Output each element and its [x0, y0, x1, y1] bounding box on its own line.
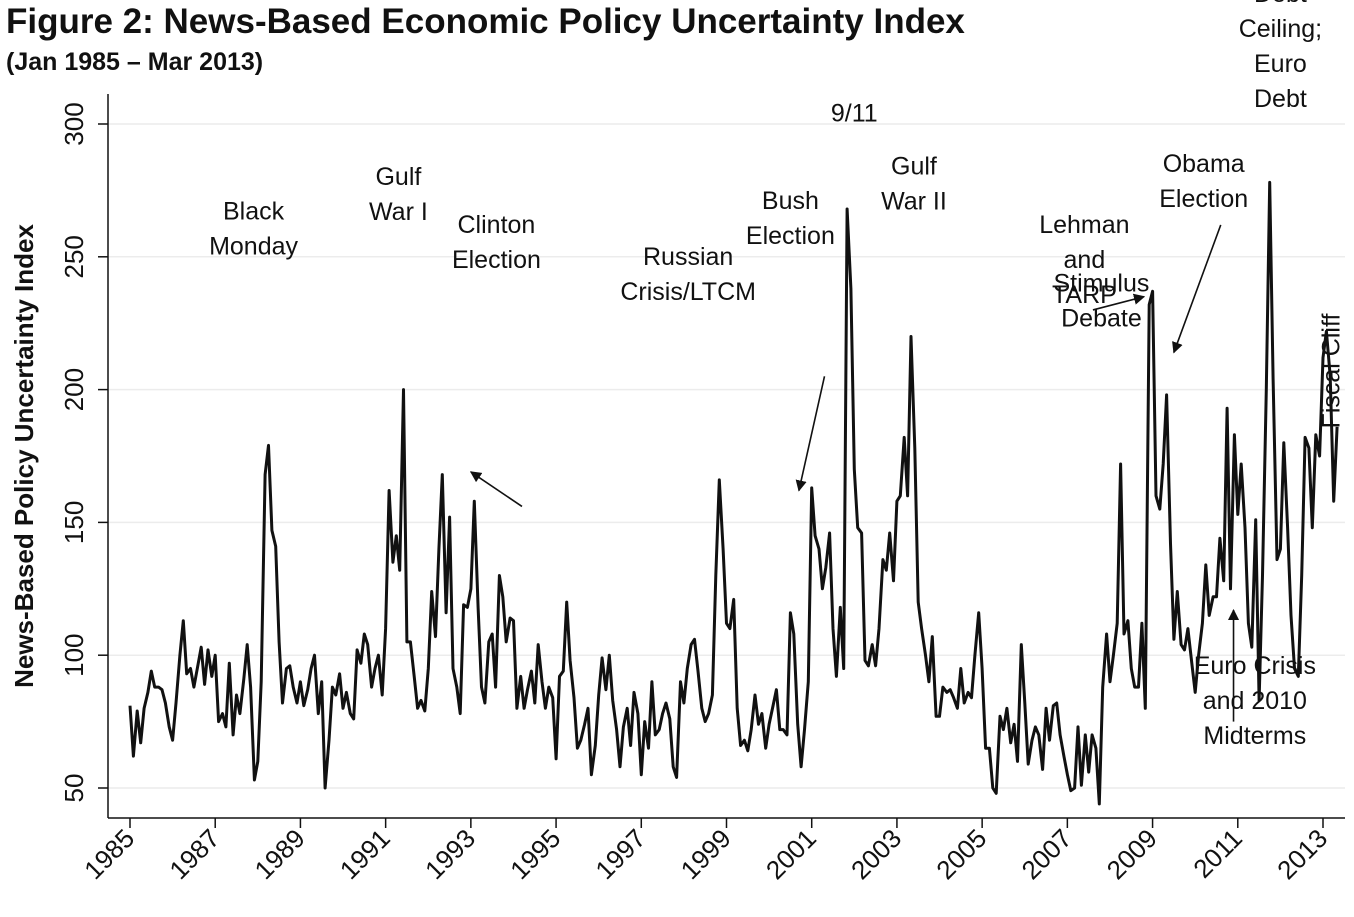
- annotation-lehman-tarp: Lehman and TARP: [1039, 211, 1129, 309]
- chart-subtitle: (Jan 1985 – Mar 2013): [6, 48, 264, 76]
- annotation-obama-election-line: Obama: [1163, 150, 1245, 178]
- annotation-lehman-tarp-line: and: [1064, 246, 1106, 274]
- x-tick-label-1997: 1997: [589, 823, 651, 885]
- x-tick-label-1987: 1987: [163, 823, 225, 885]
- x-tick-label-1989: 1989: [249, 823, 311, 885]
- y-tick-label-150: 150: [59, 501, 89, 544]
- x-tick-label-2001: 2001: [760, 823, 822, 885]
- annotation-gulf-war-1: Gulf War I: [369, 163, 428, 226]
- y-tick-label-100: 100: [59, 634, 89, 677]
- annotation-debt-ceiling-line: Debt: [1254, 85, 1307, 113]
- y-axis-ticks: 50 100 150 200 250 300: [59, 102, 108, 802]
- chart-title: Figure 2: News-Based Economic Policy Unc…: [6, 2, 965, 41]
- y-tick-label-200: 200: [59, 368, 89, 411]
- annotation-gulf-war-2-line: Gulf: [891, 152, 937, 180]
- annotation-lehman-tarp-line: TARP: [1052, 281, 1117, 309]
- bush-election-arrow: [795, 376, 826, 492]
- annotation-debt-ceiling-line: Ceiling;: [1239, 15, 1322, 43]
- annotation-sept-11: 9/11: [831, 99, 878, 127]
- annotation-obama-election: Obama Election: [1159, 150, 1248, 213]
- annotation-gulf-war-2: Gulf War II: [881, 152, 947, 215]
- x-tick-label-1999: 1999: [675, 823, 737, 885]
- annotation-sept-11-line: 9/11: [831, 99, 878, 127]
- lehman-tarp-arrow: [1092, 293, 1146, 311]
- x-tick-label-1991: 1991: [334, 823, 396, 885]
- annotation-euro-crisis: Euro Crisis and 2010 Midterms: [1194, 652, 1316, 750]
- annotation-debt-ceiling-line: Debt: [1254, 0, 1307, 8]
- y-tick-label-50: 50: [59, 774, 89, 803]
- annotation-euro-crisis-line: and 2010: [1203, 687, 1307, 715]
- annotation-clinton-election-line: Election: [452, 246, 541, 274]
- annotation-arrows: [469, 224, 1240, 722]
- x-tick-label-2011: 2011: [1187, 823, 1248, 884]
- y-tick-label-250: 250: [59, 235, 89, 278]
- gridlines: [108, 123, 1345, 789]
- annotation-obama-election-line: Election: [1159, 185, 1248, 213]
- y-tick-label-300: 300: [59, 102, 89, 145]
- annotation-gulf-war-1-line: Gulf: [375, 163, 421, 191]
- annotation-bush-election-line: Election: [746, 222, 835, 250]
- x-tick-label-1985: 1985: [78, 823, 140, 885]
- annotation-stimulus-debate: Stimulus Debate: [1054, 269, 1150, 332]
- annotation-lehman-tarp-line: Lehman: [1039, 211, 1129, 239]
- x-tick-label-2009: 2009: [1101, 823, 1163, 885]
- annotation-russian-crisis-line: Russian: [643, 243, 733, 271]
- annotation-clinton-election-line: Clinton: [458, 211, 536, 239]
- x-tick-label-1995: 1995: [504, 823, 566, 885]
- annotation-debt-ceiling-line: Euro: [1254, 50, 1307, 78]
- series-line: [128, 180, 1339, 806]
- annotation-black-monday-line: Black: [223, 198, 285, 226]
- annotation-euro-crisis-line: Euro Crisis: [1194, 652, 1316, 680]
- annotation-stimulus-debate-line: Debate: [1061, 304, 1142, 332]
- x-tick-label-2003: 2003: [845, 823, 907, 885]
- annotation-euro-crisis-line: Midterms: [1203, 722, 1306, 750]
- annotation-black-monday-line: Monday: [209, 233, 298, 261]
- x-tick-label-2005: 2005: [930, 823, 992, 885]
- x-tick-label-2007: 2007: [1015, 823, 1077, 885]
- annotation-russian-crisis: Russian Crisis/LTCM: [620, 243, 756, 306]
- annotation-gulf-war-1-line: War I: [369, 198, 428, 226]
- x-axis-ticks: 1985 1987 1989 1991 1993 1995 1997 1999 2001 2003…: [78, 818, 1333, 885]
- annotation-fiscal-cliff: Fiscal Cliff: [1318, 314, 1346, 429]
- annotation-debt-ceiling: Debt Ceiling; Euro Debt: [1239, 0, 1322, 113]
- annotation-russian-crisis-line: Crisis/LTCM: [620, 278, 756, 306]
- annotation-stimulus-debate-line: Stimulus: [1054, 269, 1150, 297]
- x-tick-label-1993: 1993: [419, 823, 481, 885]
- annotation-gulf-war-2-line: War II: [881, 187, 947, 215]
- annotation-bush-election: Bush Election: [746, 187, 835, 250]
- obama-election-arrow: [1172, 224, 1222, 354]
- annotation-clinton-election: Clinton Election: [452, 211, 541, 274]
- clinton-election-arrow: [469, 471, 523, 508]
- y-axis-label: News-Based Policy Uncertainty Index: [9, 224, 39, 688]
- annotation-black-monday: Black Monday: [209, 198, 298, 261]
- annotation-bush-election-line: Bush: [762, 187, 819, 215]
- x-tick-label-2013: 2013: [1271, 823, 1333, 885]
